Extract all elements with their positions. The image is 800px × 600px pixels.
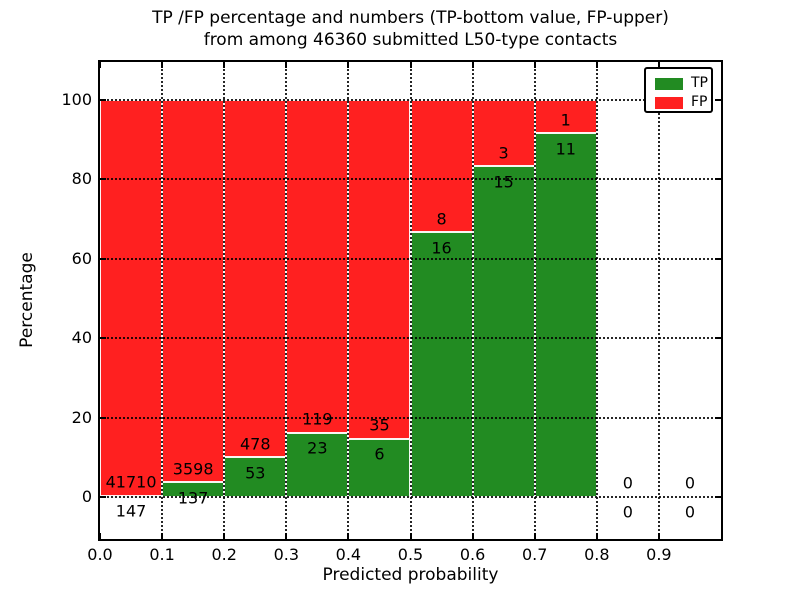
tick-mark — [223, 62, 226, 68]
bar-fp-segment — [100, 100, 163, 496]
bar-fp-segment — [224, 100, 287, 458]
x-tick-label: 0.2 — [211, 545, 237, 564]
legend-tp-swatch — [655, 77, 683, 90]
tick-mark — [657, 533, 660, 539]
tp-count-label: 15 — [493, 172, 514, 192]
tp-count-label: 147 — [115, 501, 147, 521]
tick-mark — [161, 533, 164, 539]
tick-mark — [285, 533, 288, 539]
tick-mark — [715, 495, 721, 498]
fp-count-label: 1 — [560, 110, 571, 130]
tick-mark — [595, 62, 598, 68]
tick-mark — [715, 99, 721, 102]
x-tick-label: 0.3 — [273, 545, 300, 564]
legend-fp-label: FP — [691, 94, 708, 110]
tp-count-label: 11 — [555, 139, 576, 159]
fp-count-label: 35 — [369, 415, 390, 435]
chart-title: TP /FP percentage and numbers (TP-bottom… — [152, 8, 669, 28]
tick-mark — [657, 62, 660, 68]
bar-tp-segment — [534, 133, 597, 497]
tick-mark — [409, 533, 412, 539]
gridline — [471, 62, 474, 539]
bar-tp-segment — [410, 232, 473, 497]
tp-count-label: 23 — [307, 438, 328, 458]
tick-mark — [715, 416, 721, 419]
tick-mark — [161, 62, 164, 68]
chart-subtitle: from among 46360 submitted L50-type cont… — [203, 30, 618, 50]
tick-mark — [533, 533, 536, 539]
x-tick-label: 0.5 — [397, 545, 424, 564]
y-tick-label: 60 — [71, 248, 92, 268]
tick-mark — [715, 178, 721, 181]
tick-mark — [471, 533, 474, 539]
x-tick-label: 0.8 — [584, 545, 610, 564]
y-axis-label: Percentage — [17, 252, 37, 348]
tick-mark — [285, 62, 288, 68]
gridline — [657, 62, 660, 539]
fp-count-label: 3 — [498, 143, 509, 163]
gridline — [285, 62, 288, 539]
tick-mark — [223, 533, 226, 539]
tick-mark — [595, 533, 598, 539]
tick-mark — [100, 257, 106, 260]
tick-mark — [347, 62, 350, 68]
x-axis-label: Predicted probability — [322, 565, 499, 585]
gridline — [223, 62, 226, 539]
x-tick-label: 0.6 — [459, 545, 486, 564]
tp-count-label: 0 — [684, 502, 696, 522]
tick-mark — [533, 62, 536, 68]
y-tick-label: 0 — [81, 486, 92, 506]
fp-count-label: 0 — [684, 473, 696, 493]
tick-mark — [100, 495, 106, 498]
tick-mark — [715, 337, 721, 340]
fp-count-label: 478 — [239, 434, 271, 454]
tick-mark — [100, 99, 106, 102]
x-tick-label: 0.9 — [646, 545, 672, 564]
tick-mark — [99, 62, 101, 68]
y-tick-label: 100 — [61, 90, 92, 110]
tp-count-label: 6 — [374, 444, 385, 464]
gridline — [533, 62, 536, 539]
chart-title-block: TP /FP percentage and numbers (TP-bottom… — [100, 7, 721, 51]
tick-mark — [100, 178, 106, 181]
tick-mark — [715, 257, 721, 260]
legend: TP FP — [644, 67, 713, 113]
y-tick-label: 40 — [71, 328, 92, 348]
tp-count-label: 16 — [431, 238, 452, 258]
gridline — [409, 62, 412, 539]
legend-tp-label: TP — [691, 75, 708, 91]
y-tick-label: 80 — [71, 169, 92, 189]
plot-area: TP FP 41710 147 3598 137 478 53 119 23 35 6 8 16 3 15… — [99, 62, 721, 539]
fp-count-label: 3598 — [172, 459, 214, 479]
bar-fp-segment — [286, 100, 349, 433]
gridline — [347, 62, 350, 539]
tp-count-label: 137 — [177, 488, 209, 508]
legend-fp-swatch — [655, 96, 683, 109]
bar-fp-segment — [348, 100, 411, 439]
legend-entry-fp: FP — [655, 94, 708, 110]
tick-mark — [100, 337, 106, 340]
fp-count-label: 119 — [302, 409, 333, 429]
tp-count-label: 0 — [622, 502, 633, 522]
y-tick-label: 20 — [71, 407, 92, 427]
bar-tp-segment — [472, 166, 535, 497]
gridline — [595, 62, 598, 539]
tick-mark — [100, 416, 106, 419]
legend-entry-tp: TP — [655, 75, 708, 91]
bar-fp-segment — [162, 100, 225, 483]
x-tick-label: 0.4 — [335, 545, 362, 564]
tick-mark — [347, 533, 350, 539]
tick-mark — [409, 62, 412, 68]
tick-mark — [471, 62, 474, 68]
gridline — [161, 62, 164, 539]
fp-count-label: 0 — [622, 473, 633, 493]
tick-mark — [99, 533, 101, 539]
fp-count-label: 41710 — [105, 472, 157, 492]
x-tick-label: 0.0 — [87, 545, 113, 564]
fp-count-label: 8 — [436, 209, 447, 229]
x-tick-label: 0.1 — [149, 545, 175, 564]
x-tick-label: 0.7 — [521, 545, 548, 564]
tp-count-label: 53 — [245, 463, 266, 483]
